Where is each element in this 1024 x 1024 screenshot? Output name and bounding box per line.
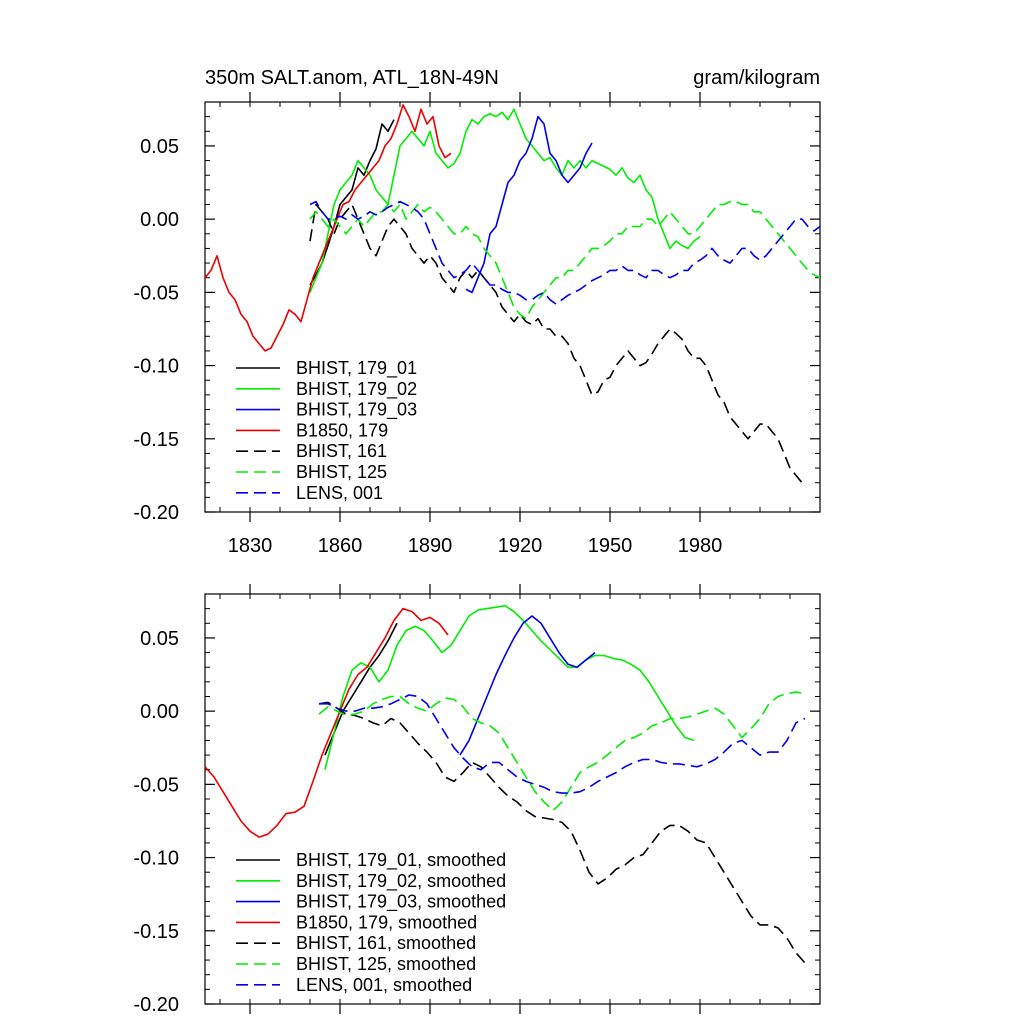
legend-label: BHIST, 161: [296, 441, 387, 461]
y-tick-label: -0.15: [133, 921, 179, 943]
series-line-1: [324, 622, 398, 756]
x-tick-label: 1980: [678, 535, 723, 557]
chart-panel-1: 1830 1860 1890 1920 1950 1980 -0.20 -0.15 -0.10 -…: [133, 67, 821, 557]
y-tick-label: -0.15: [133, 429, 179, 451]
series-line-2: [309, 108, 701, 293]
chart-title: 350m SALT.anom, ATL_18N-49N: [205, 67, 499, 89]
y-tick-label: 0.05: [140, 628, 179, 650]
y-tick-label: -0.10: [133, 848, 179, 870]
legend-label: B1850, 179: [296, 420, 388, 440]
series-line-7: [309, 200, 820, 305]
legend-label: BHIST, 179_03: [296, 400, 417, 421]
y-tick-label: 0.00: [140, 701, 179, 723]
legend-label: BHIST, 179_03, smoothed: [296, 892, 506, 913]
series-line-2: [324, 604, 695, 770]
legend-label: LENS, 001: [296, 483, 383, 503]
legend-label: LENS, 001, smoothed: [296, 975, 472, 995]
x-tick-label: 1860: [318, 535, 363, 557]
chart-panel-2: -0.20 -0.15 -0.10 -0.05 0.00 0.05 BHIST, 179_0…: [133, 584, 821, 1016]
legend-label: BHIST, 179_01, smoothed: [296, 850, 506, 871]
series-line-7: [319, 694, 806, 794]
y-tick-label: -0.05: [133, 774, 179, 796]
series-line-3: [459, 615, 596, 756]
y-tick-label: 0.00: [140, 209, 179, 231]
legend-label: BHIST, 179_01: [296, 358, 417, 379]
y-tick-label: -0.05: [133, 282, 179, 304]
legend-label: BHIST, 125, smoothed: [296, 954, 476, 974]
y-tick-label: -0.20: [133, 502, 179, 524]
legend-label: BHIST, 161, smoothed: [296, 933, 476, 953]
x-tick-label: 1830: [228, 535, 273, 557]
x-tick-label: 1950: [588, 535, 633, 557]
legend-label: BHIST, 179_02: [296, 379, 417, 400]
series-line-6: [318, 691, 806, 812]
legend-label: B1850, 179, smoothed: [296, 912, 477, 932]
units-label: gram/kilogram: [693, 67, 820, 89]
series-line-5: [309, 203, 803, 484]
series-line-4: [205, 607, 449, 838]
series-line-6: [309, 200, 820, 320]
y-tick-label: -0.10: [133, 356, 179, 378]
legend-label: BHIST, 125: [296, 462, 387, 482]
y-tick-label: 0.05: [140, 136, 179, 158]
x-tick-label: 1920: [498, 535, 543, 557]
series-line-3: [465, 115, 593, 294]
legend-label: BHIST, 179_02, smoothed: [296, 871, 506, 892]
series-line-5: [318, 701, 806, 964]
x-tick-label: 1890: [408, 535, 453, 557]
y-tick-label: -0.20: [133, 994, 179, 1016]
series-line-4: [205, 104, 452, 352]
